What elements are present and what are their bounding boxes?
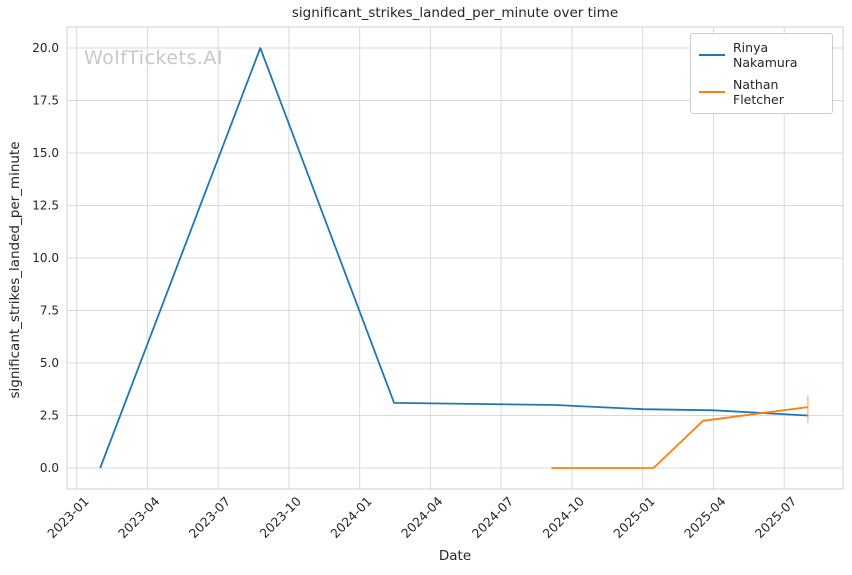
x-tick-label: 2025-01 <box>610 494 658 542</box>
series-line-rinya-nakamura <box>99 47 808 469</box>
legend-label: Rinya Nakamura <box>733 40 798 70</box>
x-tick-label: 2023-01 <box>44 494 92 542</box>
x-tick-label: 2024-01 <box>327 494 375 542</box>
x-tick-label: 2023-10 <box>256 493 304 541</box>
y-tick-label: 2.5 <box>40 409 59 423</box>
x-tick-label: 2024-07 <box>469 494 517 542</box>
plot-border <box>66 26 844 490</box>
legend-entry: Rinya Nakamura <box>699 40 824 70</box>
legend: Rinya Nakamura Nathan Fletcher <box>690 33 833 114</box>
watermark: WolfTickets.AI <box>84 47 224 69</box>
y-tick-label: 5.0 <box>40 356 59 370</box>
x-tick-label: 2024-04 <box>398 493 446 541</box>
legend-entry: Nathan Fletcher <box>699 77 824 107</box>
x-tick-label: 2024-10 <box>540 493 588 541</box>
x-tick-label: 2023-07 <box>186 494 234 542</box>
y-tick-label: 17.5 <box>32 94 59 108</box>
y-tick-label: 0.0 <box>40 461 59 475</box>
y-tick-label: 15.0 <box>32 146 59 160</box>
x-tick-label: 2025-07 <box>752 494 800 542</box>
x-axis-label: Date <box>438 548 472 564</box>
legend-line-icon <box>699 53 725 57</box>
y-tick-label: 12.5 <box>32 199 59 213</box>
y-axis-label: significant_strikes_landed_per_minute <box>7 141 23 399</box>
x-tick-label: 2025-04 <box>681 493 729 541</box>
series-line-nathan-fletcher <box>551 406 808 469</box>
y-tick-label: 20.0 <box>32 41 59 55</box>
legend-line-icon <box>699 90 725 94</box>
y-tick-label: 7.5 <box>40 304 59 318</box>
chart-title: significant_strikes_landed_per_minute ov… <box>291 5 619 21</box>
legend-label: Nathan Fletcher <box>733 77 784 107</box>
x-tick-label: 2023-04 <box>115 493 163 541</box>
y-tick-label: 10.0 <box>32 251 59 265</box>
